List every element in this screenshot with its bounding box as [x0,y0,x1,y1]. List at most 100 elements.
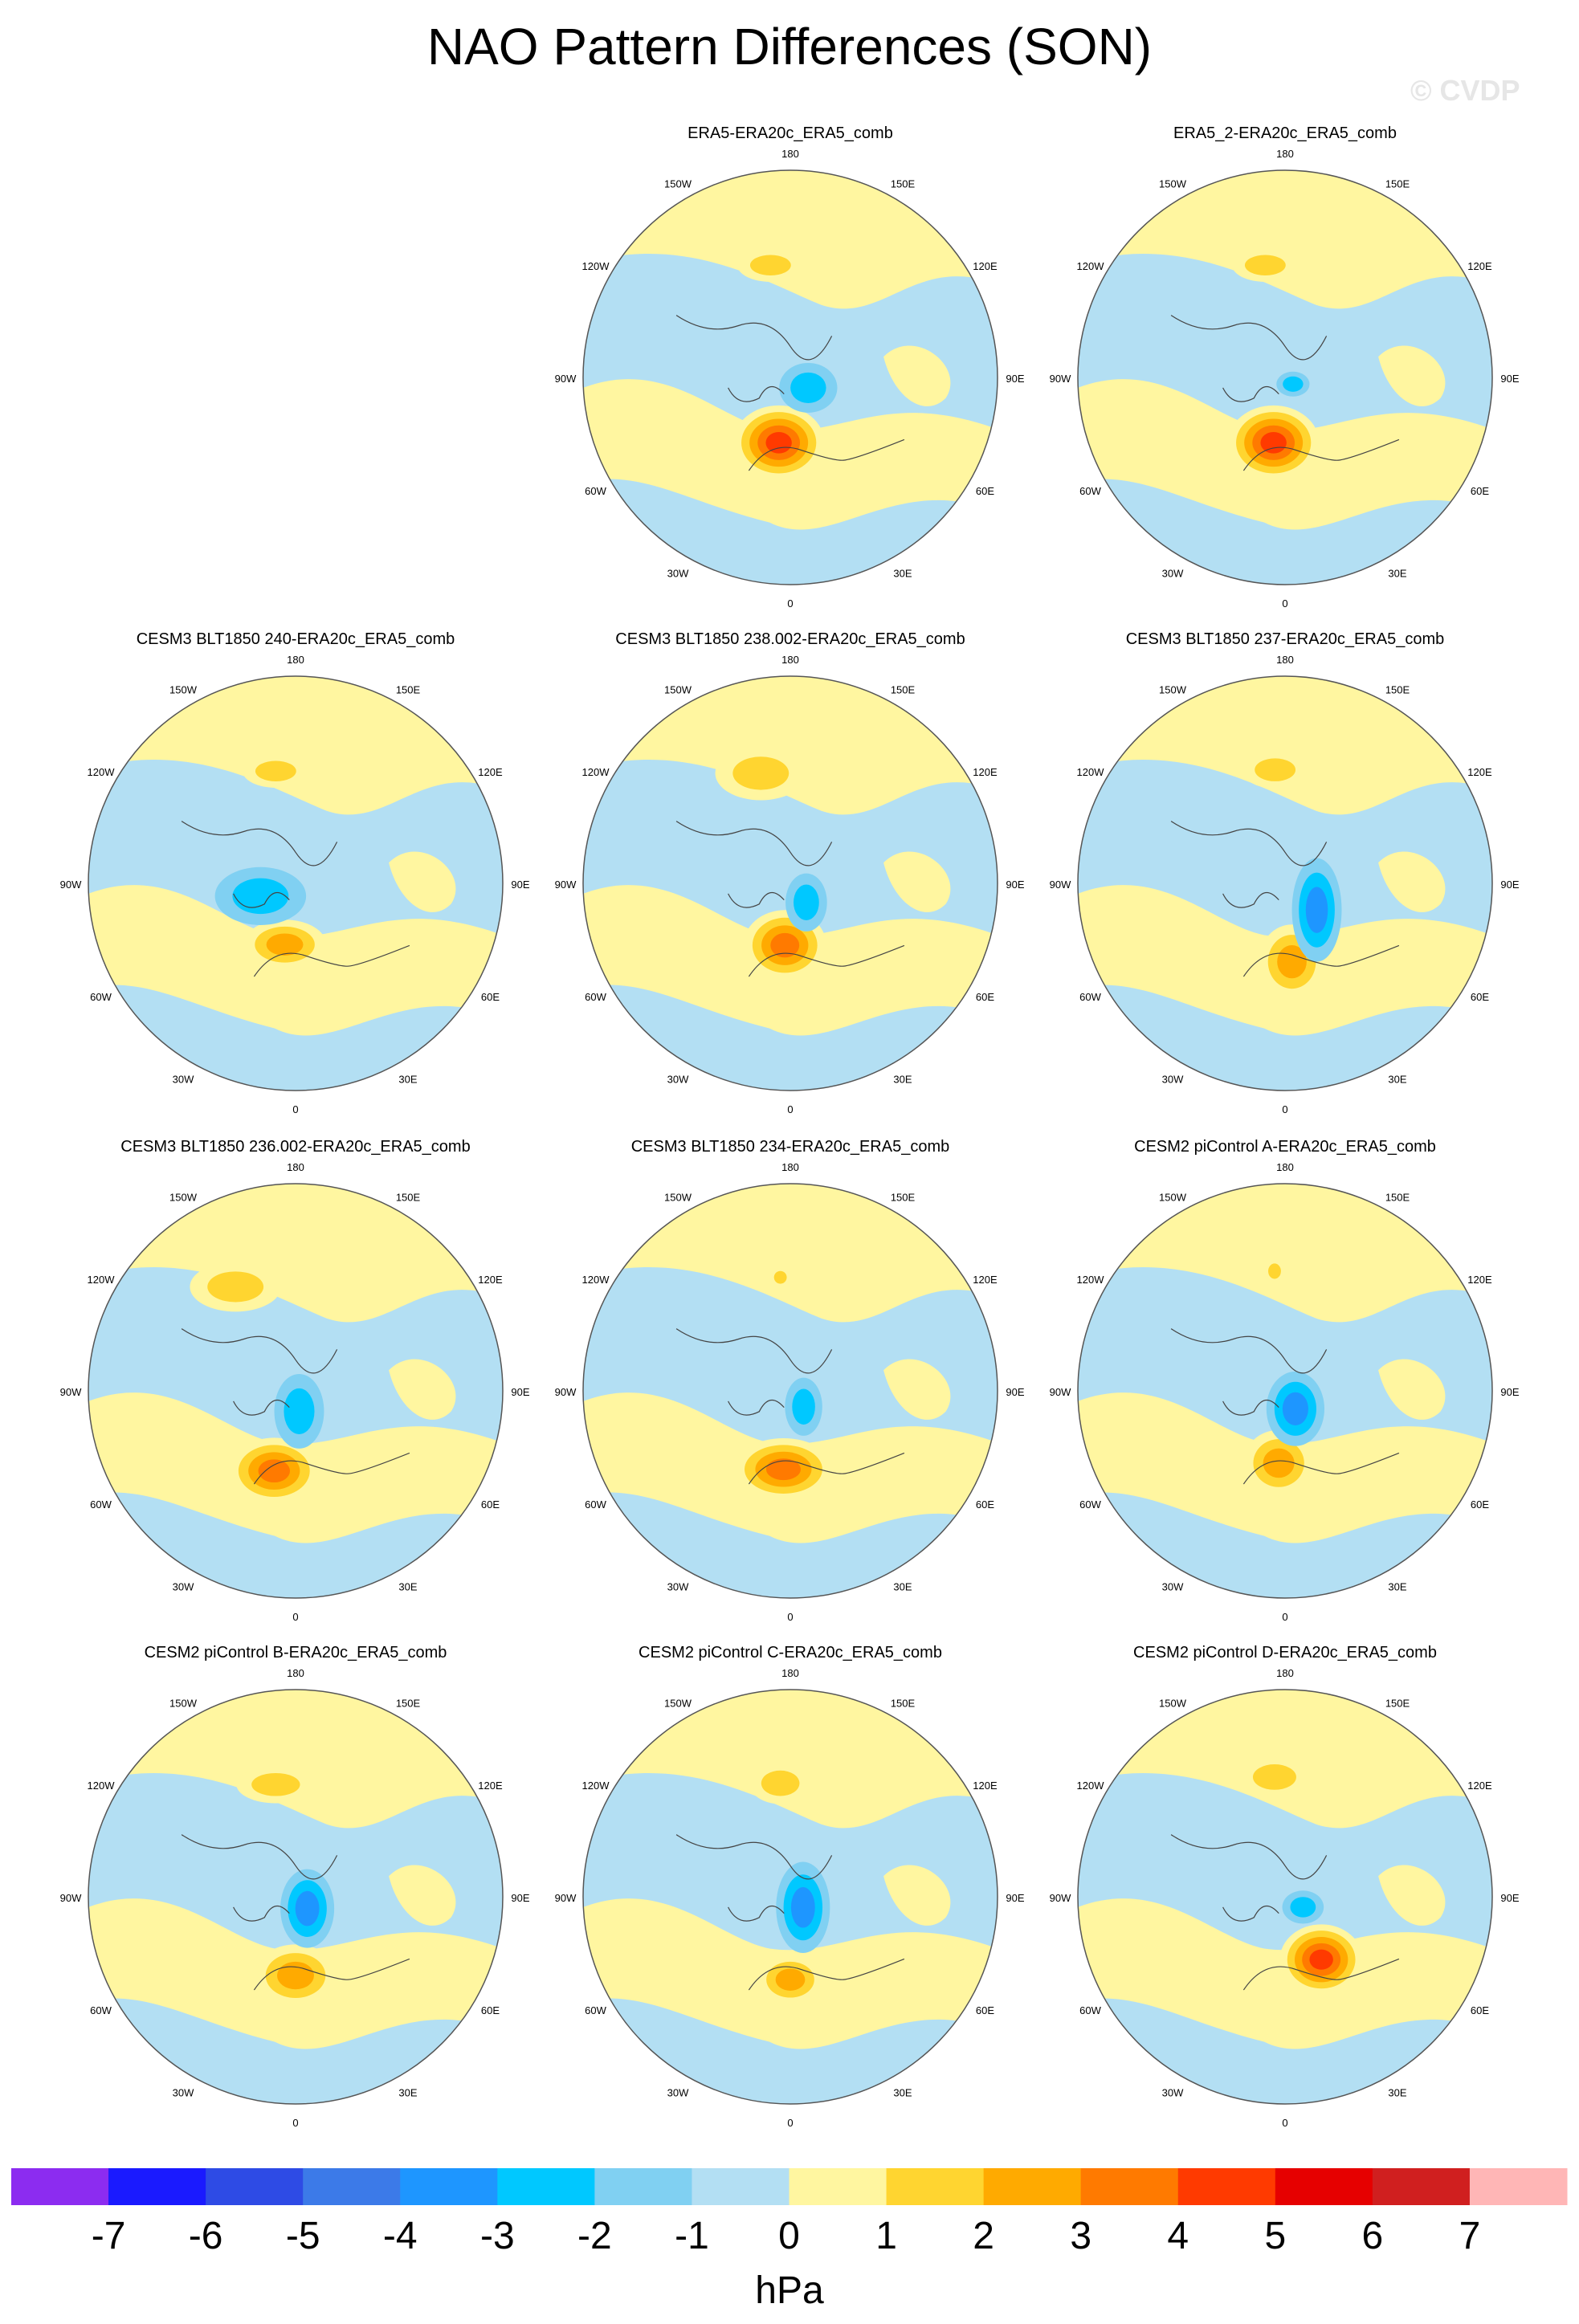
map-field [1078,676,1492,1091]
low-anomaly-center [214,866,307,926]
longitude-label: 0 [1282,1611,1287,1623]
longitude-label: 60E [1471,991,1489,1003]
colorbar-swatch [1372,2168,1471,2205]
longitude-label: 30E [1388,1073,1406,1085]
longitude-label: 60E [481,991,500,1003]
high-anomaly-center [1227,405,1320,480]
coastlines [181,1328,410,1485]
positive-anomaly-band [1378,1359,1446,1420]
longitude-label: 180 [1276,654,1294,666]
longitude-label: 150W [169,1192,198,1204]
longitude-label: 60E [481,1498,500,1511]
longitude-label: 90W [555,1386,577,1398]
contour-fill [1290,1897,1316,1918]
contour-fill [790,1887,815,1928]
longitude-label: 150E [1385,178,1410,190]
low-anomaly-center [1291,858,1342,962]
contour-fill [1260,432,1287,454]
map-border [88,1183,504,1599]
map-border [1077,675,1493,1091]
coastline [1170,821,1328,866]
map-border [582,1689,998,2105]
map-border [88,675,504,1091]
longitude-label: 180 [781,1667,799,1679]
longitude-label: 30W [667,567,689,579]
low-anomaly-center [785,1377,822,1436]
longitude-label: 150W [169,684,198,696]
coastlines [675,821,905,977]
panel-title: CESM2 piControl C-ERA20c_ERA5_comb [639,1644,942,1661]
contour-fill [761,1770,800,1796]
colorbar-tick-label: -7 [92,2215,126,2257]
longitude-label: 30W [1162,1580,1184,1592]
positive-anomaly-band [88,1690,503,1829]
longitude-label: 30E [1388,1580,1406,1592]
contour-fill [1268,1263,1281,1279]
colorbar-tick-label: -2 [577,2215,612,2257]
longitude-label: 30W [173,1073,194,1085]
colorbar-swatch [1177,2168,1276,2205]
coastline [181,1328,338,1374]
colorbar-swatch [11,2168,109,2205]
longitude-label: 120W [1077,1780,1105,1792]
map-border [1077,1689,1493,2105]
colorbar-tick-label: 0 [778,2215,800,2257]
map-panel: CESM2 piControl C-ERA20c_ERA5_comb 180 150… [555,1644,1025,2128]
coastlines [1170,821,1400,977]
high-anomaly-center [1242,751,1308,789]
map-border [1077,1183,1493,1599]
longitude-label: 30E [1388,567,1406,579]
longitude-label: 60E [976,991,994,1003]
coastline [1222,1400,1279,1416]
contour-fill [773,1270,787,1284]
longitude-label: 180 [781,1161,799,1173]
longitude-label: 60W [585,1498,606,1511]
chart-title: NAO Pattern Differences (SON) [426,18,1153,75]
map-field [1078,1184,1492,1598]
longitude-label: 120E [1467,766,1492,778]
longitude-label: 120E [973,260,998,272]
longitude-label: 120W [582,766,610,778]
longitude-label: 90E [1006,1386,1024,1398]
longitude-label: 90E [1006,879,1024,891]
longitude-label: 90E [511,879,529,891]
longitude-label: 90E [1006,373,1024,385]
coastline [253,944,410,977]
positive-anomaly-band [583,1690,998,1829]
coastline [1242,1452,1400,1485]
longitude-label: 30E [893,2086,912,2098]
high-anomaly-center [243,919,327,970]
high-anomaly-center [1232,248,1299,282]
colorbar: -7 -6 -5 -4 -3 -2 -1 0 1 2 3 4 5 6 7 hPa [11,2168,1568,2312]
contour-fill [1263,1448,1295,1478]
contour-fill [1252,1764,1296,1790]
coastlines [675,1834,905,1991]
longitude-label: 150E [396,684,421,696]
map-panel: CESM3 BLT1850 234-ERA20c_ERA5_comb 180 150… [555,1138,1025,1623]
longitude-label: 150E [1385,684,1410,696]
high-anomaly-center [190,1262,281,1312]
positive-anomaly-band [883,851,951,912]
colorbar-tick-label: 5 [1264,2215,1286,2257]
watermark: © CVDP [1410,74,1520,107]
colorbar-tick-label: -5 [286,2215,320,2257]
panel-title: CESM3 BLT1850 234-ERA20c_ERA5_comb [631,1138,950,1156]
low-anomaly-center [1276,371,1310,397]
longitude-label: 30E [893,1580,912,1592]
longitude-label: 30E [1388,2086,1406,2098]
positive-anomaly-band [1378,345,1446,406]
longitude-label: 30E [398,2086,417,2098]
low-anomaly-center [274,1373,324,1449]
longitude-label: 120W [1077,260,1105,272]
low-anomaly-center [280,1869,335,1948]
contour-fill [1255,758,1296,781]
longitude-label: 120E [478,1274,503,1286]
panel-title: CESM3 BLT1850 237-ERA20c_ERA5_comb [1126,630,1445,648]
colorbar-swatch [789,2168,887,2205]
high-anomaly-center [769,1266,791,1288]
coastline [233,892,290,908]
longitude-label: 60E [976,1498,994,1511]
colorbar-tick-label: 2 [973,2215,994,2257]
longitude-label: 120E [478,766,503,778]
contour-fill [794,884,819,920]
